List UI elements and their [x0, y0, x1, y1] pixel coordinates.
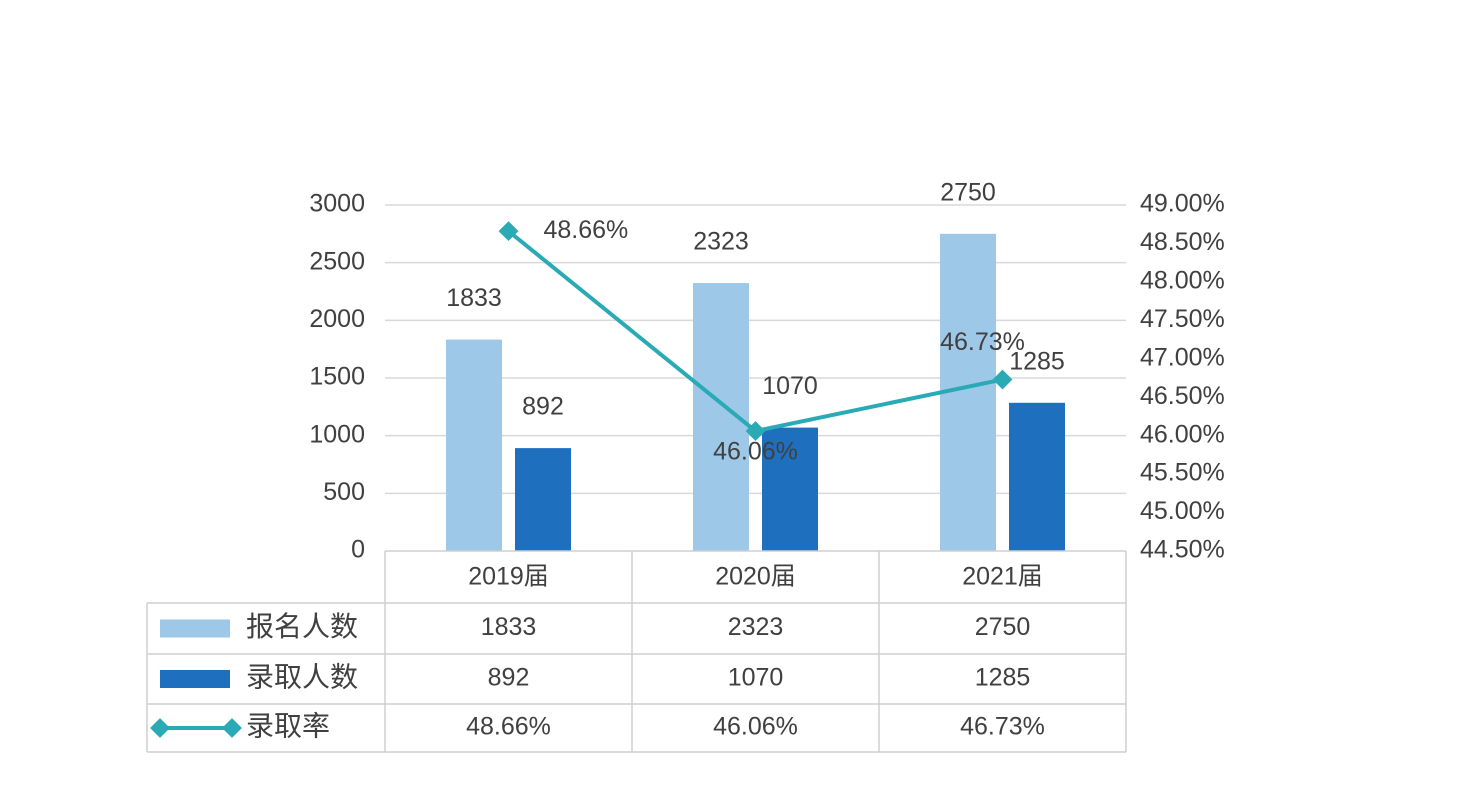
y-tick-label: 2000 [309, 305, 365, 333]
y2-tick-label: 48.00% [1140, 266, 1225, 294]
bar [1009, 402, 1065, 551]
data-label: 46.73% [940, 328, 1025, 356]
y2-tick-label: 48.50% [1140, 228, 1225, 256]
data-label: 48.66% [544, 216, 629, 244]
x-tick-label: 2019届 [468, 563, 549, 591]
y2-tick-label: 44.50% [1140, 536, 1225, 564]
y2-tick-label: 49.00% [1140, 190, 1225, 218]
line-marker [745, 421, 766, 441]
data-label: 1070 [762, 372, 818, 400]
legend-label: 录取率 [246, 710, 330, 741]
bar [762, 427, 818, 551]
y2-tick-label: 47.50% [1140, 305, 1225, 333]
table-cell: 2323 [728, 613, 784, 641]
y-tick-label: 2500 [309, 247, 365, 275]
x-tick-label: 2021届 [962, 563, 1043, 591]
y2-tick-label: 46.00% [1140, 420, 1225, 448]
table-cell: 1833 [481, 613, 537, 641]
legend-swatch [160, 670, 230, 688]
y-tick-label: 3000 [309, 190, 365, 218]
y-tick-label: 1000 [309, 420, 365, 448]
y2-tick-label: 47.00% [1140, 343, 1225, 371]
legend-label: 报名人数 [246, 611, 358, 642]
table-cell: 46.73% [960, 713, 1045, 741]
legend-label: 录取人数 [246, 661, 358, 692]
bar [515, 448, 571, 551]
table-cell: 1070 [728, 664, 784, 692]
y-tick-label: 1500 [309, 363, 365, 391]
line [507, 229, 1003, 434]
table-cell: 1285 [975, 664, 1031, 692]
data-label: 2323 [693, 228, 749, 256]
line-marker [992, 369, 1013, 390]
data-label: 1285 [1009, 347, 1065, 375]
y2-tick-label: 46.50% [1140, 382, 1225, 410]
y2-tick-label: 45.00% [1140, 497, 1225, 525]
table-cell: 46.06% [713, 713, 798, 741]
legend-swatch [222, 718, 242, 738]
y-tick-label: 500 [323, 478, 365, 506]
legend-swatch [150, 718, 170, 738]
legend-swatch [160, 619, 230, 638]
bar [446, 339, 502, 551]
table-cell: 48.66% [466, 713, 551, 741]
y-tick-label: 0 [351, 536, 365, 564]
data-label: 46.06% [713, 438, 798, 466]
table-cell: 2750 [975, 613, 1031, 641]
data-label: 892 [522, 393, 564, 421]
table-cell: 892 [488, 664, 530, 692]
data-label: 2750 [940, 178, 996, 206]
x-tick-label: 2020届 [715, 563, 796, 591]
y2-tick-label: 45.50% [1140, 459, 1225, 487]
data-label: 1833 [446, 284, 502, 312]
